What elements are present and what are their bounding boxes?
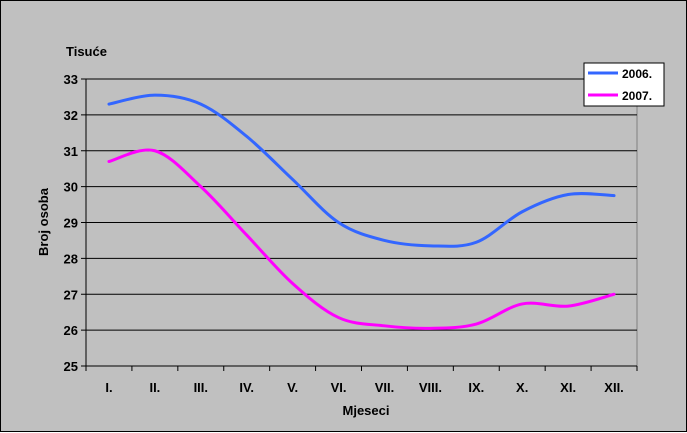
- data-point: [245, 233, 248, 237]
- y-tick-label: 27: [64, 287, 78, 302]
- data-point: [612, 194, 616, 197]
- x-tick-label: X.: [516, 380, 528, 395]
- data-point: [153, 93, 157, 97]
- data-point: [521, 302, 524, 306]
- x-tick-label: IX.: [468, 380, 484, 395]
- y-tick-label: 31: [64, 144, 78, 159]
- data-point: [383, 324, 386, 328]
- y-tick-label: 33: [64, 72, 78, 87]
- data-point: [612, 293, 616, 296]
- legend-label-2007: 2007.: [622, 89, 652, 103]
- x-tick-label: XII.: [604, 380, 624, 395]
- y-tick-label: 32: [64, 108, 78, 123]
- series-lines: [107, 93, 616, 330]
- x-axis-title: Mjeseci: [343, 403, 390, 418]
- y-tick-label: 29: [64, 216, 78, 231]
- x-tick-label: III.: [194, 380, 208, 395]
- y-tick-label: 30: [64, 180, 78, 195]
- data-point: [107, 102, 111, 106]
- legend-box: [583, 62, 665, 107]
- data-point: [566, 193, 570, 196]
- x-tick-label: IV.: [239, 380, 254, 395]
- data-point: [245, 135, 248, 138]
- y-tick-label: 25: [64, 359, 78, 374]
- data-point: [521, 210, 524, 213]
- data-point: [337, 316, 340, 319]
- axes: 25 26 27 28 29 30 31 32 33 I. II. III. IV. V. VI. VII. V…: [64, 72, 638, 395]
- x-tick-label: VII.: [375, 380, 395, 395]
- data-point: [291, 282, 294, 285]
- x-tick-label: V.: [287, 380, 298, 395]
- x-tick-label: I.: [105, 380, 112, 395]
- data-point: [199, 185, 202, 188]
- y-tick-label: 26: [64, 323, 78, 338]
- data-point: [383, 239, 386, 242]
- data-point: [566, 304, 570, 308]
- data-point: [153, 149, 157, 152]
- data-point: [337, 221, 340, 224]
- data-point: [107, 160, 111, 163]
- series-line-2006: [107, 93, 616, 248]
- legend-label-2006: 2006.: [622, 67, 652, 81]
- y-axis-title: Broj osoba: [36, 187, 51, 256]
- x-tick-label: XI.: [560, 380, 576, 395]
- legend: 2006. 2007.: [583, 62, 665, 107]
- data-point: [429, 327, 432, 330]
- data-point: [199, 102, 202, 106]
- series-line-2007: [107, 148, 616, 330]
- data-point: [429, 244, 432, 248]
- x-tick-label: VIII.: [419, 380, 442, 395]
- data-point: [475, 322, 478, 326]
- x-tick-label: II.: [149, 380, 160, 395]
- data-point: [475, 241, 478, 244]
- data-point: [291, 178, 294, 181]
- gridlines: [86, 78, 637, 331]
- unit-label: Tisuće: [66, 44, 107, 59]
- y-tick-label: 28: [64, 251, 78, 266]
- x-tick-label: VI.: [331, 380, 347, 395]
